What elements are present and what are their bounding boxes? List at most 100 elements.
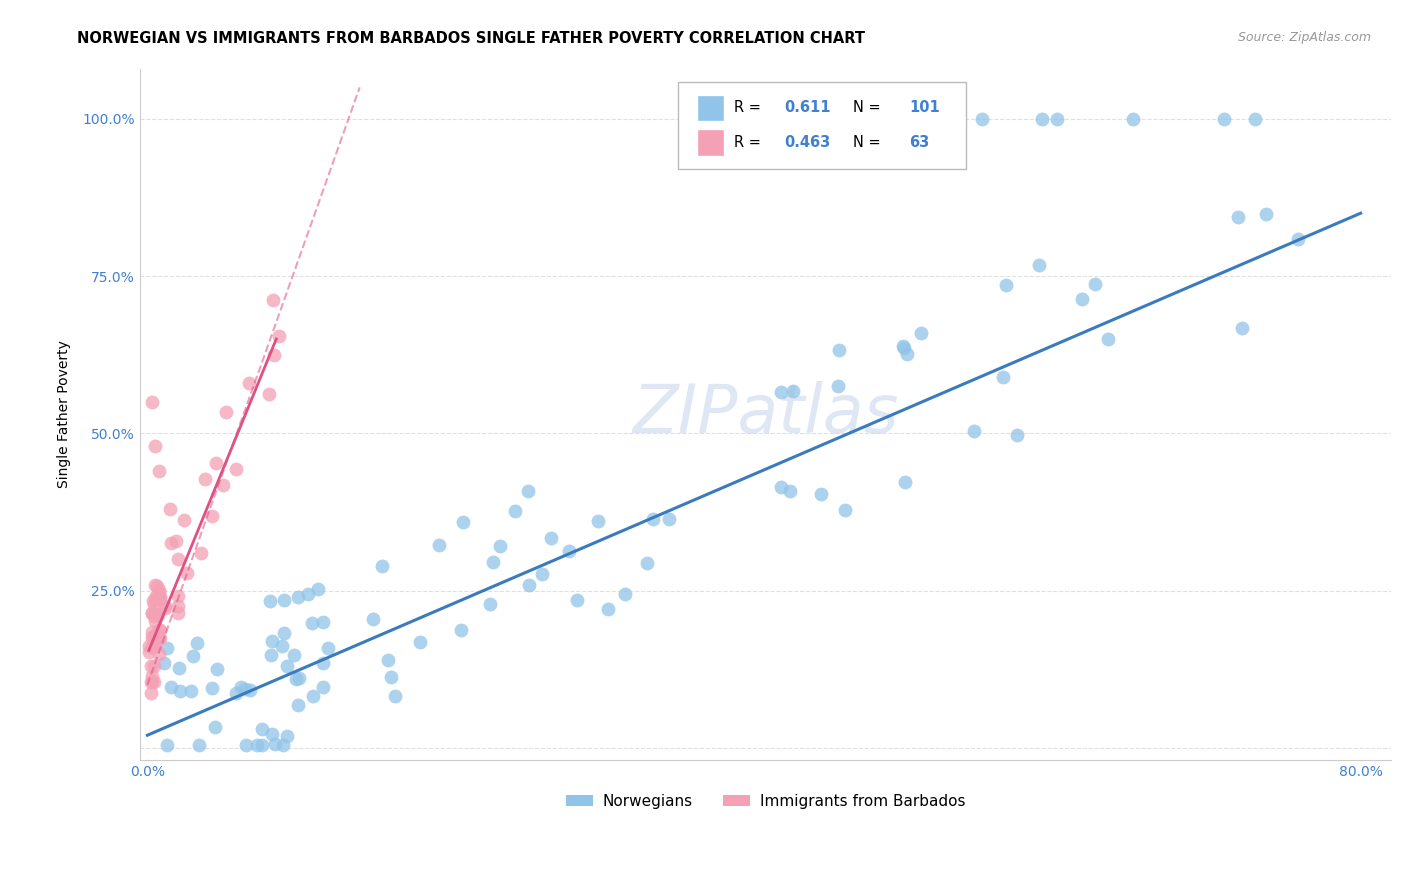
Point: [489, 539, 512, 553]
Point: [257, 387, 280, 401]
Point: [262, 293, 284, 308]
Point: [149, 590, 172, 604]
Point: [893, 341, 915, 355]
Point: [156, 641, 179, 656]
Point: [250, 723, 273, 737]
Point: [770, 480, 793, 494]
Point: [201, 508, 224, 523]
Point: [312, 656, 335, 670]
Point: [246, 738, 269, 752]
Point: [229, 680, 252, 694]
Point: [828, 343, 851, 358]
Point: [143, 591, 166, 606]
Point: [153, 599, 176, 614]
Text: R =: R =: [734, 101, 766, 115]
Point: [194, 472, 217, 486]
Point: [1213, 112, 1236, 126]
Point: [159, 536, 181, 550]
Point: [181, 648, 204, 663]
Point: [146, 591, 169, 605]
Point: [540, 532, 562, 546]
Point: [451, 516, 474, 530]
Point: [503, 504, 526, 518]
Point: [991, 370, 1014, 384]
Point: [779, 484, 801, 499]
Point: [263, 348, 285, 362]
Point: [285, 672, 308, 686]
Text: 101: 101: [910, 101, 941, 115]
Point: [636, 556, 658, 570]
Point: [138, 640, 160, 654]
Point: [260, 633, 283, 648]
Point: [377, 653, 399, 667]
Point: [1232, 321, 1254, 335]
Point: [149, 624, 172, 638]
Point: [176, 566, 198, 580]
Point: [1097, 332, 1119, 346]
Point: [146, 628, 169, 642]
Text: R =: R =: [734, 135, 766, 150]
Point: [312, 615, 335, 630]
Point: [893, 339, 915, 353]
Point: [143, 608, 166, 623]
Point: [302, 689, 325, 703]
Text: N =: N =: [853, 101, 886, 115]
Point: [565, 593, 588, 607]
Point: [141, 640, 163, 654]
Point: [160, 680, 183, 694]
Point: [167, 599, 190, 614]
Text: N =: N =: [853, 135, 886, 150]
Text: 63: 63: [910, 135, 929, 150]
Y-axis label: Single Father Poverty: Single Father Poverty: [58, 341, 72, 489]
Point: [481, 555, 503, 569]
Point: [273, 593, 295, 607]
Point: [1031, 112, 1053, 126]
Point: [139, 685, 162, 699]
Point: [250, 738, 273, 752]
Point: [380, 670, 402, 684]
Point: [139, 659, 162, 673]
Text: 0.463: 0.463: [785, 135, 831, 150]
Point: [519, 578, 541, 592]
Point: [995, 277, 1018, 292]
Point: [145, 591, 167, 605]
Point: [260, 727, 283, 741]
Point: [141, 630, 163, 644]
Point: [205, 662, 228, 676]
Point: [1122, 112, 1144, 126]
Point: [225, 685, 247, 699]
Point: [139, 675, 162, 690]
Point: [142, 593, 165, 607]
Text: Source: ZipAtlas.com: Source: ZipAtlas.com: [1237, 31, 1371, 45]
Point: [165, 534, 187, 549]
Point: [287, 591, 309, 605]
Point: [148, 464, 170, 478]
Point: [145, 589, 167, 603]
Point: [259, 594, 281, 608]
Point: [167, 589, 190, 603]
Point: [276, 659, 298, 673]
Point: [142, 658, 165, 673]
Bar: [696, 95, 724, 121]
Text: NORWEGIAN VS IMMIGRANTS FROM BARBADOS SINGLE FATHER POVERTY CORRELATION CHART: NORWEGIAN VS IMMIGRANTS FROM BARBADOS SI…: [77, 31, 865, 46]
Point: [361, 612, 384, 626]
Point: [143, 628, 166, 642]
Point: [201, 681, 224, 695]
Point: [169, 683, 191, 698]
Point: [148, 583, 170, 598]
Point: [204, 719, 226, 733]
Point: [910, 326, 932, 341]
Point: [271, 639, 294, 653]
Point: [141, 640, 163, 654]
Point: [146, 631, 169, 645]
FancyBboxPatch shape: [678, 82, 966, 169]
Point: [143, 439, 166, 453]
Point: [153, 657, 176, 671]
Point: [141, 673, 163, 688]
Point: [1071, 292, 1094, 306]
Point: [1083, 277, 1105, 291]
Point: [450, 623, 472, 637]
Point: [166, 552, 188, 566]
Point: [782, 384, 804, 398]
Text: 0.611: 0.611: [785, 101, 831, 115]
